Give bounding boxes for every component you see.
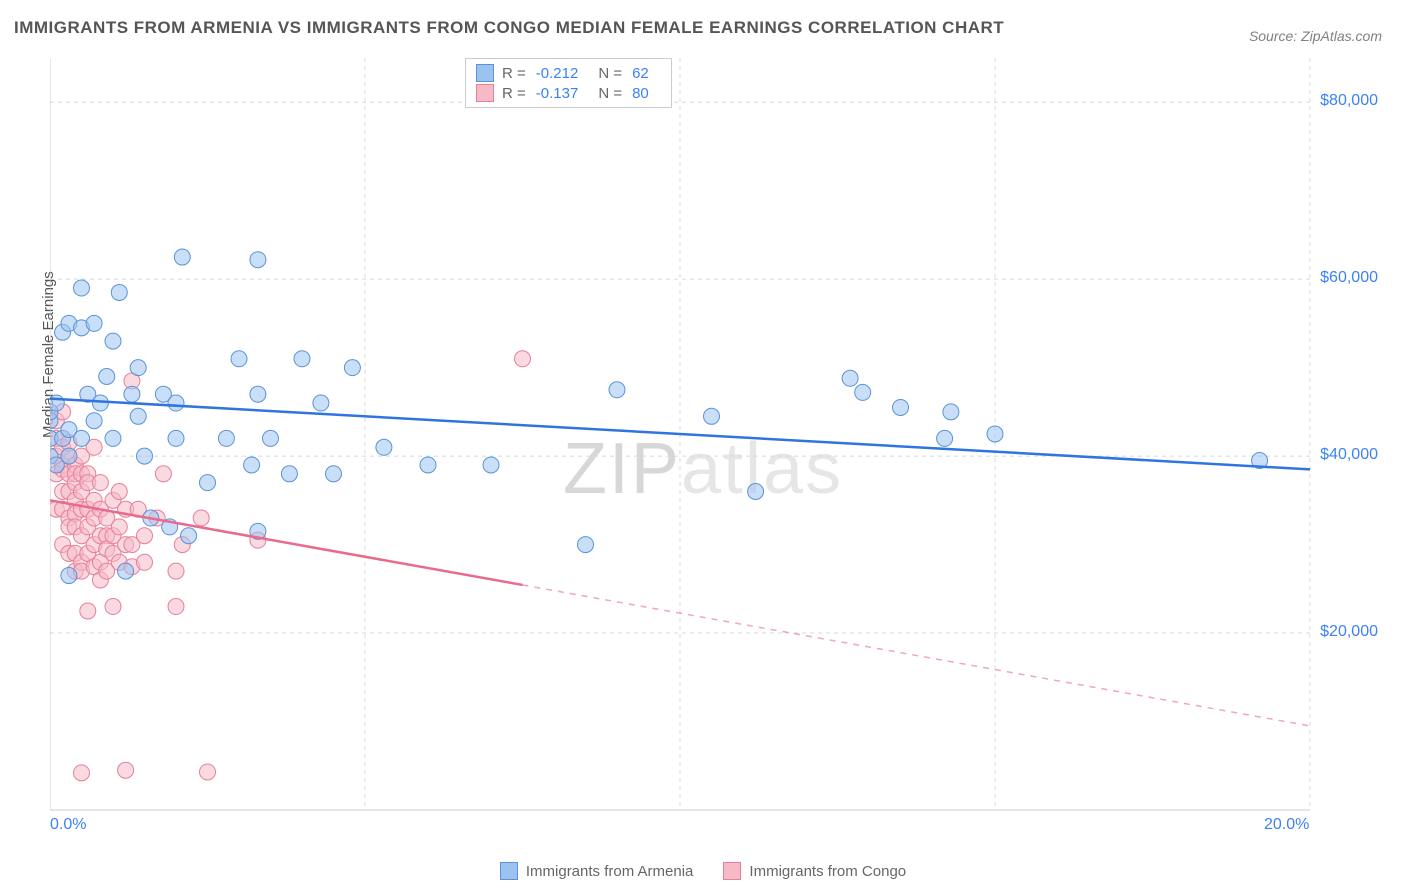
legend-label-congo: Immigrants from Congo bbox=[749, 863, 906, 880]
legend-swatch-armenia bbox=[476, 64, 494, 82]
chart-area: Median Female Earnings ZIPatlas bbox=[50, 58, 1356, 828]
legend-n-value-congo: 80 bbox=[632, 85, 649, 102]
legend-n-value-armenia: 62 bbox=[632, 65, 649, 82]
source-label: Source: ZipAtlas.com bbox=[1249, 28, 1382, 44]
legend-r-value-armenia: -0.212 bbox=[536, 65, 579, 82]
legend-n-label: N = bbox=[598, 85, 622, 102]
correlation-legend: R = -0.212 N = 62 R = -0.137 N = 80 bbox=[465, 58, 672, 108]
scatter-plot bbox=[50, 58, 1356, 828]
y-tick-label: $80,000 bbox=[1320, 92, 1378, 110]
y-tick-label: $40,000 bbox=[1320, 446, 1378, 464]
legend-row-congo: R = -0.137 N = 80 bbox=[476, 83, 661, 103]
legend-r-value-congo: -0.137 bbox=[536, 85, 579, 102]
legend-r-label: R = bbox=[502, 65, 526, 82]
y-tick-label: $20,000 bbox=[1320, 623, 1378, 641]
legend-item-congo: Immigrants from Congo bbox=[723, 862, 906, 880]
y-tick-label: $60,000 bbox=[1320, 269, 1378, 287]
chart-title: IMMIGRANTS FROM ARMENIA VS IMMIGRANTS FR… bbox=[14, 18, 1004, 38]
legend-row-armenia: R = -0.212 N = 62 bbox=[476, 63, 661, 83]
x-tick-label: 20.0% bbox=[1264, 816, 1309, 834]
legend-swatch-armenia bbox=[500, 862, 518, 880]
legend-r-label: R = bbox=[502, 85, 526, 102]
x-tick-label: 0.0% bbox=[50, 816, 86, 834]
legend-n-label: N = bbox=[598, 65, 622, 82]
legend-item-armenia: Immigrants from Armenia bbox=[500, 862, 694, 880]
legend-label-armenia: Immigrants from Armenia bbox=[526, 863, 694, 880]
legend-swatch-congo bbox=[723, 862, 741, 880]
series-legend: Immigrants from Armenia Immigrants from … bbox=[0, 862, 1406, 880]
legend-swatch-congo bbox=[476, 84, 494, 102]
